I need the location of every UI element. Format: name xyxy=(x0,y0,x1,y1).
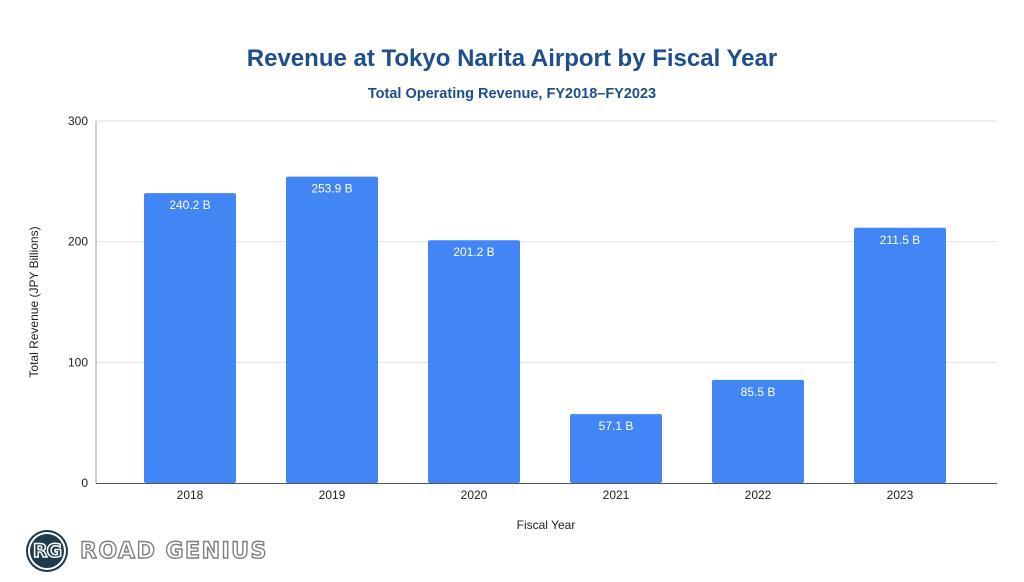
bar-2019 xyxy=(286,176,378,484)
y-axis-label: Total Revenue (JPY Billions) xyxy=(27,226,41,377)
data-label: 211.5 B xyxy=(880,233,920,247)
y-tick-label: 0 xyxy=(81,476,88,490)
y-tick-label: 100 xyxy=(68,355,88,369)
bars: 240.2 B 253.9 B 201.2 B 57.1 B 85.5 B 211.5 B xyxy=(144,176,946,484)
gridlines xyxy=(96,120,997,363)
chart-subtitle: Total Operating Revenue, FY2018–FY2023 xyxy=(367,86,657,102)
bar-2020 xyxy=(428,240,520,483)
y-tick-label: 300 xyxy=(68,114,88,128)
data-label: 57.1 B xyxy=(599,419,634,433)
bar-2021 xyxy=(570,414,662,483)
data-label: 85.5 B xyxy=(741,385,776,399)
x-tick-labels: 2018 2019 2020 2021 2022 2023 xyxy=(177,488,914,502)
chart-title: Revenue at Tokyo Narita Airport by Fisca… xyxy=(246,45,778,72)
bar-2023 xyxy=(854,227,946,483)
road-genius-logo: RG ROAD GENIUS xyxy=(26,529,268,573)
data-label: 201.2 B xyxy=(453,245,494,259)
x-tick-label: 2023 xyxy=(887,488,914,502)
x-axis-label: Fiscal Year xyxy=(517,518,576,532)
x-tick-label: 2022 xyxy=(745,488,772,502)
y-tick-label: 200 xyxy=(68,235,88,249)
bar-2022 xyxy=(712,379,804,483)
x-tick-label: 2019 xyxy=(319,488,346,502)
logo-initials: RG xyxy=(32,539,63,563)
x-tick-label: 2018 xyxy=(177,488,204,502)
logo-badge-icon: RG xyxy=(26,530,68,572)
data-label: 253.9 B xyxy=(311,182,352,196)
x-tick-label: 2020 xyxy=(461,488,488,502)
data-label: 240.2 B xyxy=(169,198,210,212)
y-tick-labels: 0 100 200 300 xyxy=(68,114,88,490)
logo-text: ROAD GENIUS xyxy=(79,538,268,564)
x-tick-label: 2021 xyxy=(603,488,630,502)
bar-2018 xyxy=(144,193,236,483)
